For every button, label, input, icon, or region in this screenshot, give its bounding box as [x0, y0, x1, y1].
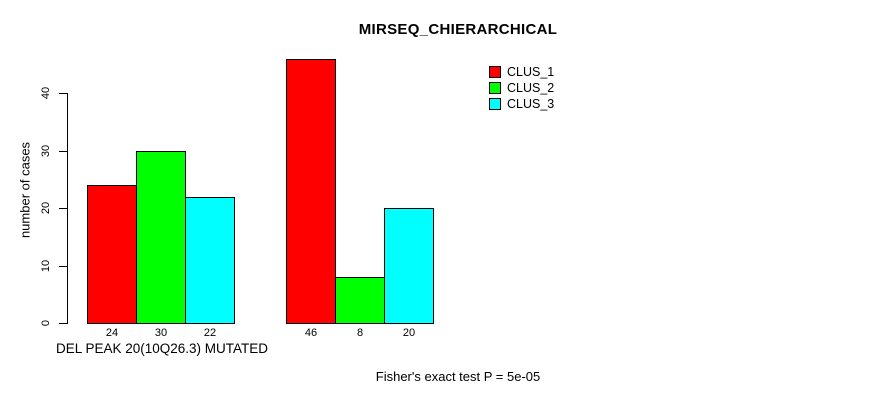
- bar-clus_3-group2: [384, 208, 434, 324]
- y-axis-label: number of cases: [17, 141, 33, 239]
- y-axis-tick-label: 20: [40, 201, 52, 215]
- y-axis-tick: [59, 93, 68, 94]
- y-axis-tick-label: 40: [40, 86, 52, 100]
- legend-entry-label: CLUS_3: [507, 96, 555, 111]
- bar-value-label: 22: [203, 327, 217, 339]
- bar-value-label: 8: [356, 327, 364, 339]
- y-axis-tick-label: 10: [40, 259, 52, 273]
- y-axis-tick-label: 0: [40, 319, 52, 327]
- legend-swatch-clus_1: [489, 66, 501, 78]
- y-axis-tick: [59, 323, 68, 324]
- legend-entry-label: CLUS_1: [507, 64, 555, 79]
- bar-value-label: 30: [154, 327, 168, 339]
- bar-clus_3-group1: [185, 197, 235, 324]
- legend-entry-clus_1: CLUS_1: [489, 64, 554, 80]
- bar-clus_1-group1: [87, 185, 137, 324]
- y-axis-tick-label: 30: [40, 144, 52, 158]
- chart-title: MIRSEQ_CHIERARCHICAL: [358, 21, 558, 38]
- bar-clus_1-group2: [286, 59, 336, 324]
- legend-entry-clus_3: CLUS_3: [489, 96, 554, 112]
- bar-value-label: 46: [304, 327, 318, 339]
- legend: CLUS_1 CLUS_2 CLUS_3: [489, 64, 554, 112]
- bar-clus_2-group2: [335, 277, 385, 324]
- y-axis-tick: [59, 208, 68, 209]
- legend-entry-label: CLUS_2: [507, 80, 555, 95]
- stat-annotation: Fisher's exact test P = 5e-05: [375, 369, 541, 384]
- bar-value-label: 24: [105, 327, 119, 339]
- legend-swatch-clus_3: [489, 98, 501, 110]
- y-axis-tick: [59, 151, 68, 152]
- bar-clus_2-group1: [136, 151, 186, 324]
- legend-swatch-clus_2: [489, 82, 501, 94]
- y-axis-tick: [59, 266, 68, 267]
- legend-entry-clus_2: CLUS_2: [489, 80, 554, 96]
- x-axis-label: DEL PEAK 20(10Q26.3) MUTATED: [55, 341, 269, 356]
- bar-value-label: 20: [402, 327, 416, 339]
